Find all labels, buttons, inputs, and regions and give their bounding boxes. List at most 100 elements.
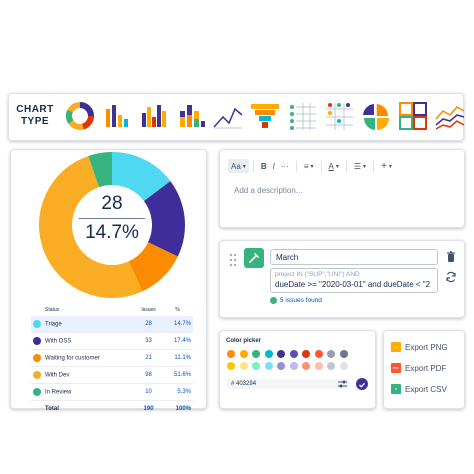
donut-center-count: 28 (101, 193, 123, 214)
stacked-bar-chart-type-button[interactable] (137, 99, 171, 133)
drag-handle-icon[interactable] (228, 253, 238, 267)
table-row[interactable]: In Review 10 5.3% (31, 383, 193, 401)
export-pdf-button[interactable]: PDF Export PDF (391, 363, 446, 373)
color-swatch[interactable] (327, 350, 335, 358)
sliders-icon[interactable] (338, 380, 347, 388)
issues-found-status: 5 issues found (270, 297, 322, 304)
bar-chart-type-button[interactable] (100, 99, 134, 133)
table-row[interactable]: With OSS 33 17.4% (31, 332, 193, 350)
text-color-dropdown[interactable]: A ▾ (326, 159, 342, 173)
treemap-chart-type-button[interactable] (396, 99, 430, 133)
color-swatch[interactable] (339, 350, 348, 358)
status-label: In Review (45, 389, 72, 396)
table-row[interactable]: With Dev 98 51.6% (31, 366, 193, 384)
chevron-down-icon: ▾ (335, 163, 339, 170)
confirm-color-button[interactable] (356, 378, 368, 390)
donut-chart-panel: 28 14.7% Status Issues % Triage 28 14.7%… (10, 149, 207, 412)
description-editor: Aa ▾ B I ··· ≡ ▾ A ▾ ☰ ▾ + ▾ Add a descr… (219, 149, 465, 228)
color-picker-panel: Color picker # 403294 (219, 330, 376, 409)
description-input[interactable]: Add a description... (234, 186, 303, 195)
status-dot (33, 337, 41, 345)
stacked-column-chart-type-button[interactable] (174, 99, 208, 133)
pie-exploded-icon (363, 101, 389, 131)
status-cell: In Review (31, 383, 135, 401)
status-label: Waiting for customer (45, 355, 100, 362)
donut-slice-with-dev[interactable] (39, 155, 143, 298)
donut-slice-triage[interactable] (112, 152, 171, 201)
table-chart-type-button[interactable] (285, 99, 319, 133)
table-row[interactable]: Triage 28 14.7% (31, 316, 193, 333)
export-png-label: Export PNG (405, 342, 448, 352)
color-swatch[interactable] (277, 362, 285, 370)
color-swatch[interactable] (314, 350, 323, 358)
refresh-icon[interactable] (445, 271, 457, 283)
funnel-chart-type-button[interactable] (248, 99, 282, 133)
toolbar-divider (252, 160, 254, 172)
issues-percent: 17.4% (162, 332, 193, 350)
plus-icon: + (381, 160, 387, 172)
bold-button[interactable]: B (260, 161, 267, 171)
status-dot (33, 371, 41, 379)
image-file-icon: ▲ (391, 342, 401, 352)
color-swatch[interactable] (239, 362, 248, 370)
color-swatch[interactable] (227, 362, 235, 370)
pie-chart-type-button[interactable] (359, 99, 393, 133)
more-formatting-button[interactable]: ··· (280, 161, 289, 171)
donut-slice-in-review[interactable] (88, 152, 112, 188)
multi-line-chart-type-button[interactable] (433, 99, 467, 133)
color-swatch[interactable] (264, 350, 273, 358)
chevron-down-icon: ▾ (363, 163, 367, 170)
export-csv-button[interactable]: X Export CSV (391, 384, 447, 394)
issues-count[interactable]: 98 (135, 366, 163, 384)
check-icon (359, 382, 365, 388)
color-swatch[interactable] (252, 362, 260, 370)
filter-name-input[interactable]: March (270, 249, 438, 265)
donut-slice-waiting-for-customer[interactable] (128, 242, 178, 292)
color-swatch[interactable] (227, 350, 235, 358)
issues-percent: 5.3% (162, 383, 193, 401)
color-swatch[interactable] (264, 362, 273, 370)
color-swatch[interactable] (314, 362, 323, 370)
color-swatch[interactable] (252, 350, 260, 358)
editor-toolbar: Aa ▾ B I ··· ≡ ▾ A ▾ ☰ ▾ + ▾ (228, 159, 395, 173)
color-swatch[interactable] (289, 350, 298, 358)
text-color-icon: A (328, 161, 334, 171)
line-chart-type-button[interactable] (211, 99, 245, 133)
donut-chart-type-button[interactable] (63, 99, 97, 133)
color-swatch[interactable] (339, 362, 348, 370)
series-color-button[interactable] (244, 248, 264, 268)
italic-button[interactable]: I (272, 161, 275, 171)
color-swatch[interactable] (289, 362, 298, 370)
issues-count[interactable]: 21 (135, 349, 163, 367)
issues-count[interactable]: 10 (135, 383, 163, 401)
text-style-dropdown[interactable]: Aa ▾ (228, 159, 249, 173)
hex-color-input[interactable]: # 403294 (227, 379, 349, 389)
check-icon (278, 357, 284, 362)
insert-dropdown[interactable]: + ▾ (378, 159, 395, 173)
bubble-chart-type-button[interactable] (322, 99, 356, 133)
status-cell: Waiting for customer (31, 349, 135, 367)
col-status: Status (45, 307, 60, 313)
color-swatch[interactable] (239, 350, 248, 358)
jql-query-input[interactable]: project IN ("SUP","UNI") AND dueDate >= … (270, 268, 438, 293)
issues-count[interactable]: 28 (135, 316, 163, 333)
issues-found-text: 5 issues found (280, 297, 322, 304)
color-swatch[interactable] (302, 350, 310, 358)
table-row[interactable]: Waiting for customer 21 11.1% (31, 349, 193, 367)
chevron-down-icon: ▾ (388, 163, 392, 170)
chevron-down-icon: ▾ (242, 163, 246, 170)
donut-slice-with-oss[interactable] (143, 181, 186, 257)
color-swatch[interactable] (327, 362, 335, 370)
color-swatch[interactable] (277, 350, 285, 362)
donut-center-percent: 14.7% (85, 222, 139, 243)
color-swatch[interactable] (302, 362, 310, 370)
issues-count[interactable]: 33 (135, 332, 163, 350)
status-dot (33, 388, 41, 396)
issues-percent: 51.6% (162, 366, 193, 384)
trash-icon[interactable] (446, 251, 456, 263)
align-dropdown[interactable]: ≡ ▾ (301, 159, 317, 173)
donut-center-divider (79, 218, 145, 219)
donut-svg (39, 152, 186, 298)
export-png-button[interactable]: ▲ Export PNG (391, 342, 448, 352)
list-dropdown[interactable]: ☰ ▾ (351, 159, 369, 173)
